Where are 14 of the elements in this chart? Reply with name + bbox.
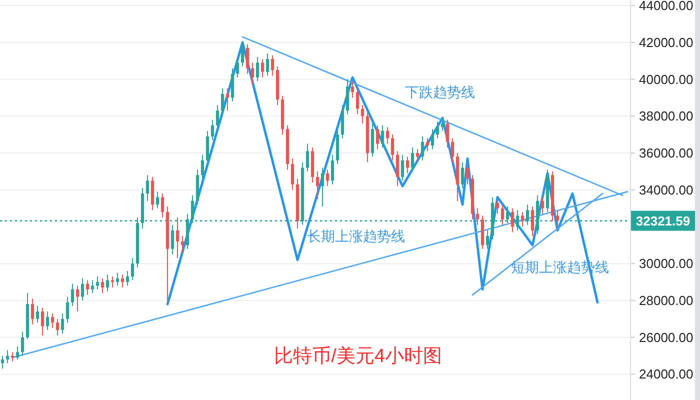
annotation: 长期上涨趋势线 [307, 228, 405, 244]
text: 比特币/美元4小时图 [274, 345, 442, 367]
y-tick-label: 38000.00 [639, 108, 694, 124]
y-tick-label: 36000.00 [639, 145, 694, 160]
y-tick-label: 28000.00 [639, 292, 694, 308]
y-tick-label: 26000.00 [639, 330, 694, 345]
y-tick-label: 44000.00 [639, 0, 694, 14]
y-tick-label: 42000.00 [639, 34, 694, 50]
y-tick-label: 34000.00 [639, 182, 694, 198]
y-tick-label: 40000.00 [639, 72, 694, 87]
ref-line-label: 32321.59 [636, 213, 690, 228]
annotation: 下跌趋势线 [405, 84, 475, 100]
y-tick-label: 30000.00 [639, 256, 694, 272]
y-tick-label: 24000.00 [639, 366, 694, 382]
